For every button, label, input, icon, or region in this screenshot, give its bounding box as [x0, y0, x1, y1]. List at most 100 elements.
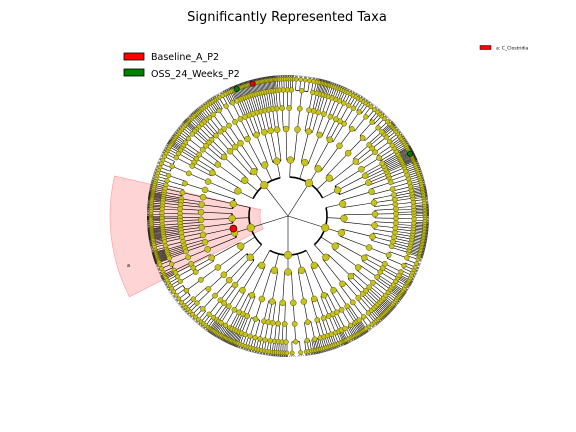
branch-line	[365, 254, 385, 265]
branch-line	[391, 244, 410, 251]
branch-line	[234, 291, 246, 310]
taxon-node	[401, 262, 407, 269]
branch-line	[260, 111, 267, 132]
branch-line	[388, 170, 406, 178]
taxon-node	[289, 350, 295, 356]
taxon-node	[365, 179, 372, 186]
taxon-node	[252, 316, 259, 322]
taxon-node	[336, 142, 343, 150]
branch-line	[374, 203, 396, 207]
branch-line	[320, 145, 340, 172]
taxon-node	[217, 128, 224, 135]
taxon-node	[220, 271, 228, 279]
taxon-node	[293, 339, 299, 345]
taxon-node	[291, 320, 298, 327]
branch-line	[166, 245, 185, 252]
taxon-node	[173, 292, 179, 298]
taxon-node	[387, 179, 394, 186]
taxon-node	[197, 216, 205, 224]
branch-line	[204, 189, 235, 200]
branch-line	[182, 192, 204, 198]
branch-line	[323, 295, 334, 315]
taxon-node	[361, 172, 369, 180]
branch-line	[162, 200, 181, 203]
taxon-node	[306, 107, 312, 113]
branch-line	[234, 146, 255, 172]
branch-line	[364, 127, 379, 141]
taxon-node	[261, 129, 268, 136]
branch-line	[395, 206, 414, 209]
branch-line	[394, 235, 412, 240]
branch-line	[166, 180, 185, 187]
taxon-node	[174, 273, 181, 280]
branch-line	[291, 271, 294, 303]
branch-line	[377, 144, 393, 156]
taxon-node	[392, 201, 399, 208]
taxon-node	[338, 306, 345, 313]
taxon-node	[298, 350, 303, 355]
branch-line	[188, 138, 203, 150]
taxon-node	[173, 155, 179, 161]
branch-line	[304, 322, 308, 341]
branch-line	[198, 126, 212, 140]
branch-line	[162, 202, 181, 206]
taxon-node	[391, 196, 398, 203]
branch-line	[354, 116, 367, 132]
taxon-node	[208, 254, 215, 262]
taxon-node	[391, 192, 397, 198]
branch-line	[273, 90, 276, 109]
branch-line	[297, 271, 305, 302]
branch-line	[268, 301, 273, 323]
taxon-node	[321, 223, 330, 232]
branch-line	[359, 264, 378, 278]
branch-line	[332, 123, 345, 142]
branch-line	[169, 251, 187, 259]
branch-line	[162, 208, 181, 211]
branch-line	[393, 237, 412, 243]
taxon-node	[164, 178, 170, 184]
branch-line	[326, 119, 337, 139]
branch-line	[184, 183, 206, 191]
branch-line	[335, 102, 344, 120]
branch-line	[368, 247, 389, 256]
taxon-node	[179, 234, 185, 240]
taxon-node	[339, 200, 347, 208]
branch-line	[196, 129, 210, 143]
branch-line	[328, 254, 352, 277]
branch-line	[164, 235, 182, 240]
taxon-node	[204, 246, 211, 253]
taxon-node	[183, 248, 189, 255]
branch-line	[386, 163, 403, 172]
branch-line	[202, 149, 220, 163]
branch-line	[164, 188, 183, 193]
taxon-node	[391, 229, 398, 236]
branch-line	[213, 302, 225, 318]
branch-line	[395, 223, 414, 226]
taxon-node	[281, 321, 288, 327]
taxon-node	[201, 238, 209, 246]
branch-line	[166, 244, 184, 250]
branch-line	[384, 158, 401, 168]
branch-line	[183, 236, 204, 242]
branch-line	[368, 174, 388, 183]
legend-swatch-baseline	[123, 52, 145, 61]
taxon-node	[341, 100, 347, 106]
branch-line	[164, 237, 183, 243]
taxon-node	[326, 136, 334, 143]
branch-line	[362, 260, 381, 273]
branch-line	[198, 154, 217, 167]
taxon-node	[297, 266, 306, 274]
branch-line	[382, 155, 399, 165]
branch-line	[163, 230, 182, 234]
branch-line	[180, 201, 202, 205]
branch-line	[310, 321, 316, 340]
branch-line	[392, 186, 411, 192]
taxon-node	[345, 102, 352, 109]
branch-line	[278, 323, 281, 342]
branch-line	[207, 181, 237, 195]
taxon-node	[369, 145, 376, 152]
taxon-node	[385, 252, 392, 258]
taxon-node	[260, 181, 269, 190]
branch-line	[361, 157, 380, 170]
branch-line	[304, 269, 315, 300]
